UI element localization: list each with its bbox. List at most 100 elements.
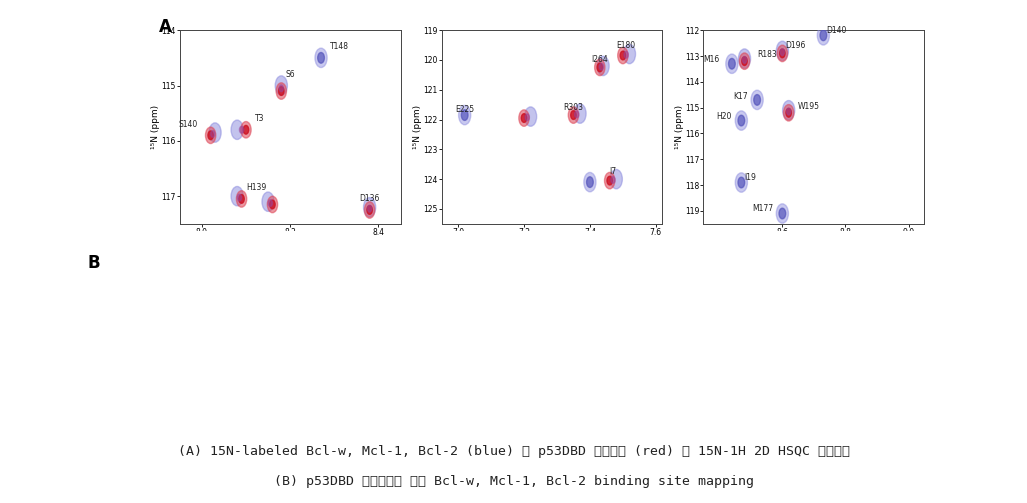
Ellipse shape — [568, 107, 578, 123]
Ellipse shape — [786, 109, 792, 117]
Ellipse shape — [207, 131, 214, 140]
Ellipse shape — [741, 57, 748, 65]
Ellipse shape — [268, 200, 272, 206]
Ellipse shape — [525, 107, 537, 126]
Text: I19: I19 — [745, 173, 756, 182]
Ellipse shape — [236, 191, 246, 207]
Ellipse shape — [784, 105, 794, 121]
Ellipse shape — [270, 200, 275, 209]
Text: R183: R183 — [757, 50, 776, 59]
Ellipse shape — [595, 59, 605, 75]
Ellipse shape — [776, 41, 789, 60]
Ellipse shape — [239, 126, 243, 133]
Ellipse shape — [239, 195, 244, 203]
Ellipse shape — [267, 196, 277, 213]
Text: D136: D136 — [359, 195, 380, 203]
Ellipse shape — [597, 63, 603, 72]
Ellipse shape — [231, 120, 243, 139]
Ellipse shape — [743, 56, 747, 63]
Text: D196: D196 — [786, 41, 806, 50]
Ellipse shape — [739, 53, 750, 69]
Ellipse shape — [607, 176, 612, 185]
Ellipse shape — [779, 49, 785, 58]
Text: (A) 15N-labeled Bcl-w, Mcl-1, Bcl-2 (blue) 맰 p53DBD 결합상태 (red) 의 15N-1H 2D HSQC : (A) 15N-labeled Bcl-w, Mcl-1, Bcl-2 (blu… — [178, 445, 849, 458]
Ellipse shape — [367, 206, 373, 214]
Text: W195: W195 — [798, 102, 821, 111]
Text: B: B — [87, 254, 100, 272]
Ellipse shape — [600, 63, 604, 70]
Ellipse shape — [231, 187, 243, 206]
Ellipse shape — [368, 205, 372, 212]
Ellipse shape — [779, 208, 786, 219]
Ellipse shape — [605, 173, 615, 189]
Text: I7: I7 — [609, 167, 616, 176]
Ellipse shape — [574, 104, 586, 123]
Ellipse shape — [237, 194, 241, 201]
Text: H20: H20 — [717, 112, 732, 121]
Ellipse shape — [777, 45, 788, 62]
Ellipse shape — [315, 48, 328, 67]
Y-axis label: ¹⁵N (ppm): ¹⁵N (ppm) — [151, 105, 160, 149]
Ellipse shape — [208, 123, 221, 142]
Text: A: A — [159, 18, 173, 36]
Ellipse shape — [205, 127, 216, 143]
Ellipse shape — [574, 111, 579, 118]
Ellipse shape — [525, 114, 530, 121]
Text: Bcl-w: Bcl-w — [273, 267, 307, 280]
Ellipse shape — [820, 30, 827, 41]
Ellipse shape — [459, 106, 470, 125]
Ellipse shape — [738, 115, 745, 126]
Ellipse shape — [240, 122, 252, 138]
Ellipse shape — [751, 90, 763, 110]
Text: T3: T3 — [255, 114, 264, 123]
Y-axis label: ¹⁵N (ppm): ¹⁵N (ppm) — [413, 105, 422, 149]
Ellipse shape — [610, 170, 622, 189]
Ellipse shape — [461, 110, 468, 120]
Text: M177: M177 — [752, 204, 773, 213]
Ellipse shape — [275, 76, 288, 95]
X-axis label: ¹H (ppm): ¹H (ppm) — [270, 238, 310, 247]
Ellipse shape — [262, 192, 274, 211]
Ellipse shape — [279, 85, 283, 92]
Ellipse shape — [624, 51, 629, 58]
Ellipse shape — [726, 54, 738, 73]
Ellipse shape — [817, 26, 830, 45]
Text: D140: D140 — [827, 26, 847, 35]
Ellipse shape — [787, 108, 791, 115]
Text: H139: H139 — [246, 184, 266, 192]
Ellipse shape — [617, 47, 629, 64]
Text: Bcl-2: Bcl-2 — [798, 267, 830, 280]
Ellipse shape — [243, 125, 249, 134]
Ellipse shape — [586, 177, 594, 188]
Text: K17: K17 — [733, 92, 748, 101]
Text: Mcl-1: Mcl-1 — [535, 267, 569, 280]
Ellipse shape — [738, 177, 745, 188]
Ellipse shape — [364, 198, 376, 217]
Ellipse shape — [776, 204, 789, 223]
Ellipse shape — [317, 52, 325, 63]
Ellipse shape — [781, 49, 785, 55]
Ellipse shape — [583, 173, 596, 192]
Ellipse shape — [519, 110, 529, 126]
Ellipse shape — [278, 87, 284, 96]
Y-axis label: ¹⁵N (ppm): ¹⁵N (ppm) — [675, 105, 684, 149]
Ellipse shape — [783, 101, 795, 120]
Ellipse shape — [623, 44, 636, 64]
Ellipse shape — [754, 95, 760, 105]
Ellipse shape — [597, 56, 609, 75]
Ellipse shape — [738, 49, 751, 68]
Text: S6: S6 — [286, 70, 296, 79]
Ellipse shape — [211, 131, 215, 137]
Text: M16: M16 — [703, 55, 719, 64]
Text: I264: I264 — [592, 55, 608, 64]
Text: E225: E225 — [455, 105, 474, 114]
X-axis label: ¹H (ppm): ¹H (ppm) — [532, 238, 572, 247]
Ellipse shape — [571, 111, 576, 119]
Ellipse shape — [611, 177, 615, 183]
Ellipse shape — [735, 111, 748, 130]
Ellipse shape — [522, 114, 527, 122]
Ellipse shape — [728, 58, 735, 69]
Ellipse shape — [735, 173, 748, 192]
Text: E180: E180 — [616, 41, 636, 50]
Ellipse shape — [365, 202, 375, 218]
